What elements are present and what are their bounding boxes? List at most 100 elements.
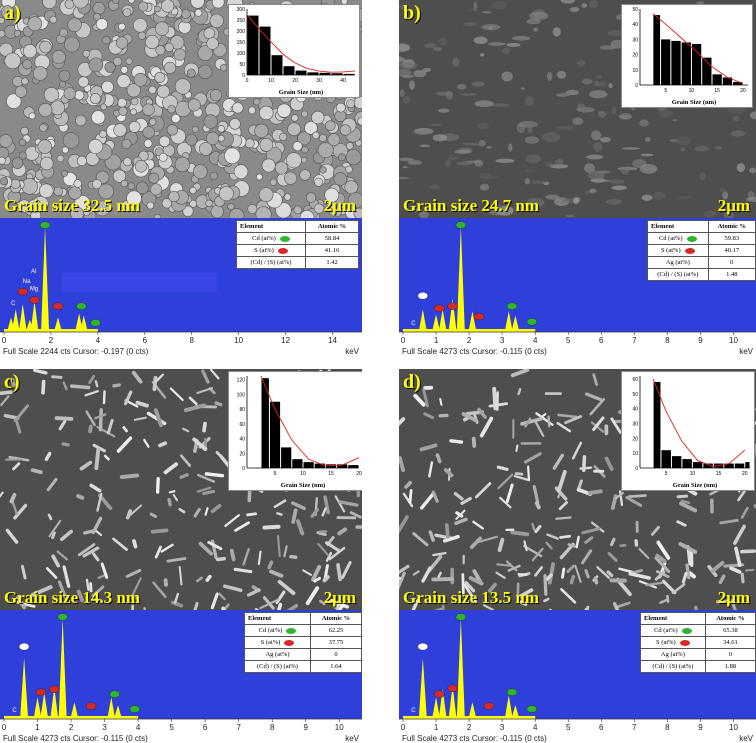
nanorod	[0, 491, 4, 499]
eds-peak	[418, 309, 427, 332]
surface-feature	[699, 172, 707, 181]
table-header-row: Element Atomic %	[647, 220, 756, 233]
surface-feature	[533, 27, 539, 32]
surface-feature	[596, 74, 603, 79]
hist-bar	[295, 70, 307, 75]
nanorod	[167, 497, 172, 507]
nanorod	[411, 598, 420, 610]
hist-bar	[653, 15, 661, 85]
table-row: Cd (at%) 59.83	[647, 232, 756, 245]
grain-particle	[344, 180, 359, 195]
nanorod	[590, 521, 605, 533]
grain-particle	[121, 138, 132, 150]
nanorod	[402, 492, 414, 508]
surface-feature	[676, 195, 694, 199]
hist-bar	[292, 459, 303, 468]
hist-bar	[733, 81, 743, 85]
grain-particle	[258, 187, 274, 202]
nanorod	[655, 553, 667, 564]
table-cell-value: 0	[704, 648, 756, 661]
grain-particle	[89, 93, 101, 105]
grain-particle	[101, 80, 114, 94]
nanorod	[566, 564, 575, 574]
grain-particle	[0, 17, 5, 25]
surface-feature	[483, 202, 502, 212]
nanorod	[497, 473, 514, 490]
eds-x-tick: 4	[136, 723, 141, 732]
hist-bar	[314, 463, 325, 468]
eds-x-tick: 6	[143, 336, 148, 345]
grain-particle	[338, 153, 346, 162]
nanorod	[92, 552, 100, 562]
grain-particle	[118, 106, 128, 116]
eds-footer: Full Scale 4273 cts Cursor: -0.115 (0 ct…	[3, 734, 148, 743]
red-marker-icon	[284, 639, 295, 646]
hist-y-tick: 60	[239, 422, 245, 428]
grain-particle	[120, 65, 129, 74]
nanorod	[496, 465, 509, 471]
surface-feature	[445, 159, 451, 168]
grain-particle	[14, 85, 28, 98]
grain-particle	[269, 178, 278, 186]
table-cell-value: 0	[707, 256, 756, 269]
nanorod	[178, 507, 186, 514]
nanorod	[404, 480, 412, 489]
nanorod	[609, 537, 616, 547]
grain-particle	[187, 98, 201, 112]
eds-element-marker	[526, 705, 538, 713]
grain-particle	[148, 85, 157, 94]
nanorod	[460, 496, 472, 505]
hist-bar	[702, 57, 712, 85]
grain-particle	[210, 205, 224, 218]
grain-particle	[13, 29, 22, 38]
surface-feature	[399, 61, 418, 70]
surface-feature	[587, 170, 605, 180]
nanorod	[178, 565, 183, 586]
nanorod	[202, 489, 216, 496]
grain-particle	[327, 133, 341, 147]
eds-peak	[18, 304, 27, 332]
eds-peak	[33, 697, 42, 719]
grain-particle	[92, 179, 102, 189]
red-marker-icon	[679, 639, 690, 646]
table-row: Cd (at%) 62.25	[244, 624, 362, 637]
eds-x-tick: 5	[169, 723, 174, 732]
nanorod	[100, 562, 109, 579]
grain-particle	[217, 125, 225, 133]
surface-feature	[479, 183, 490, 191]
sem-image-d: d) Grain size 13.5 nm 2μm 0 10 20 30 40 50 60 5 10 1…	[399, 369, 756, 610]
surface-feature	[402, 166, 408, 169]
grain-particle	[142, 126, 155, 139]
nanorod	[421, 566, 432, 583]
eds-peak-label: C	[411, 708, 416, 714]
hist-bar	[303, 462, 314, 468]
nanorod	[408, 489, 413, 504]
grain-particle	[153, 213, 162, 218]
eds-peak	[456, 226, 465, 332]
surface-feature	[447, 156, 459, 160]
surface-feature	[599, 136, 612, 143]
nanorod	[423, 412, 435, 420]
hist-bar	[343, 73, 355, 75]
nanorod	[575, 535, 580, 549]
eds-x-tick: 6	[599, 336, 604, 345]
nanorod	[183, 403, 206, 413]
nanorod	[740, 572, 745, 584]
nanorod	[469, 536, 483, 550]
grain-particle	[324, 120, 336, 131]
grain-particle	[128, 121, 141, 133]
eds-x-tick: 9	[698, 723, 703, 732]
nanorod	[584, 392, 603, 402]
nanorod	[62, 381, 68, 391]
grain-particle	[92, 1, 106, 15]
grain-particle	[95, 18, 108, 31]
eds-peak-label: Na	[23, 279, 31, 285]
grain-particle	[117, 97, 127, 108]
eds-x-tick: 2	[69, 723, 74, 732]
eds-peak	[504, 695, 513, 719]
eds-x-tick: 1	[434, 336, 439, 345]
hist-bar	[745, 462, 750, 468]
surface-feature	[730, 130, 746, 137]
surface-feature	[478, 172, 492, 180]
nanorod	[428, 461, 434, 478]
